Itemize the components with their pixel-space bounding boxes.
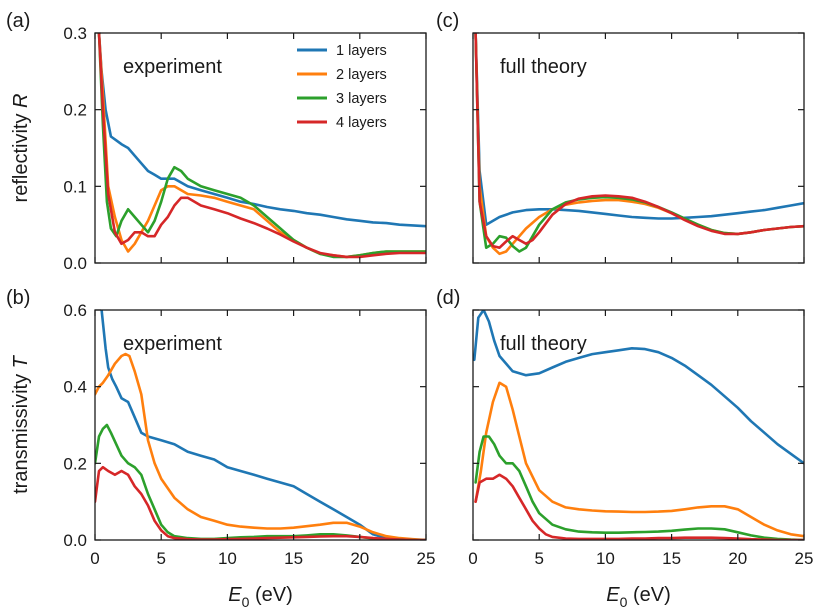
y-axis-label: reflectivity R bbox=[10, 94, 32, 203]
series-line-4-layers bbox=[474, 473, 804, 540]
panel-annotation: full theory bbox=[500, 333, 587, 355]
legend-label: 4 layers bbox=[336, 115, 387, 131]
y-tick-label: 0.1 bbox=[63, 177, 87, 196]
x-tick-label: 15 bbox=[284, 549, 303, 568]
x-tick-label: 20 bbox=[728, 549, 747, 568]
plot-frame bbox=[94, 32, 427, 264]
series-line-4-layers bbox=[474, 33, 804, 249]
y-tick-label: 0.2 bbox=[63, 101, 87, 120]
series-line-1-layers bbox=[97, 33, 426, 228]
series-line-1-layers bbox=[474, 33, 804, 226]
legend-label: 2 layers bbox=[336, 67, 387, 83]
x-tick-label: 25 bbox=[795, 549, 814, 568]
panel-label: (c) bbox=[436, 10, 459, 32]
panel-annotation: experiment bbox=[123, 56, 222, 78]
legend-label: 1 layers bbox=[336, 43, 387, 59]
panel-c: (c) full theory bbox=[436, 10, 805, 264]
y-tick-label: 0.2 bbox=[63, 454, 87, 473]
x-tick-label: 20 bbox=[350, 549, 369, 568]
x-tick-label: 0 bbox=[468, 549, 477, 568]
panel-d: 0 5 10 15 20 25 (d) full theory E0 (eV) bbox=[436, 287, 813, 610]
x-tick-label: 15 bbox=[662, 549, 681, 568]
series-line-3-layers bbox=[474, 435, 804, 540]
x-tick-label: 10 bbox=[218, 549, 237, 568]
series-line-1-layers bbox=[100, 310, 426, 540]
panel-annotation: full theory bbox=[500, 56, 587, 78]
x-tick-label: 0 bbox=[90, 549, 99, 568]
series-line-2-layers bbox=[95, 352, 426, 540]
x-tick-label: 5 bbox=[534, 549, 543, 568]
panel-label: (d) bbox=[436, 287, 460, 309]
panel-label: (b) bbox=[6, 287, 30, 309]
y-tick-label: 0.0 bbox=[63, 254, 87, 273]
panel-b: 0 5 10 15 20 25 0.0 0.2 0.4 0.6 (b) experiment trans… bbox=[6, 287, 435, 610]
y-tick-label: 0.3 bbox=[63, 24, 87, 43]
series-line-3-layers bbox=[95, 423, 426, 540]
x-axis-label: E0 (eV) bbox=[228, 584, 292, 610]
legend-label: 3 layers bbox=[336, 91, 387, 107]
plot-frame bbox=[94, 309, 427, 541]
series-line-2-layers bbox=[474, 381, 804, 538]
plot-frame bbox=[472, 309, 805, 541]
plot-frame bbox=[472, 32, 805, 264]
panel-a: 0.0 0.1 0.2 0.3 (a) experiment reflectivity R bbox=[6, 10, 427, 273]
x-axis-label: E0 (eV) bbox=[606, 584, 670, 610]
panel-label: (a) bbox=[6, 10, 30, 32]
y-tick-label: 0.4 bbox=[63, 378, 87, 397]
y-axis-label: transmissivity T bbox=[10, 354, 32, 494]
x-tick-label: 10 bbox=[596, 549, 615, 568]
y-tick-label: 0.6 bbox=[63, 301, 87, 320]
panel-annotation: experiment bbox=[123, 333, 222, 355]
x-tick-label: 5 bbox=[156, 549, 165, 568]
series-line-1-layers bbox=[473, 310, 804, 465]
series-line-4-layers bbox=[97, 33, 426, 259]
legend: 1 layers 2 layers 3 layers 4 layers bbox=[297, 43, 387, 131]
x-tick-label: 25 bbox=[417, 549, 436, 568]
y-tick-label: 0.0 bbox=[63, 531, 87, 550]
